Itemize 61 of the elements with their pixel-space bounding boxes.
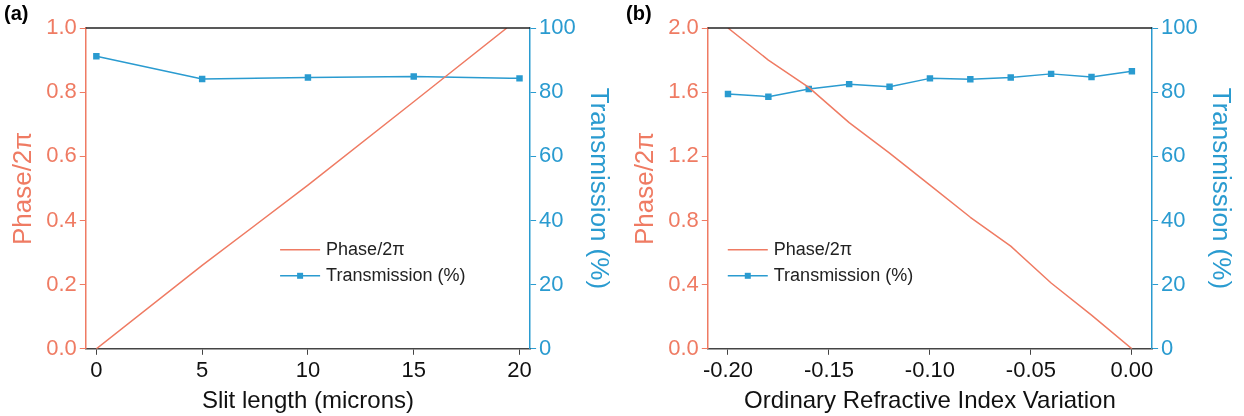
chart-title: (a) [4,2,29,25]
y2-tick-label: 40 [1161,206,1186,232]
point [886,83,893,90]
point [198,75,206,83]
legend-label: Phase/2π [326,238,405,259]
y2-tick-label: 100 [1161,14,1198,40]
point [304,74,312,81]
y2-tick-label: 20 [1161,270,1186,296]
y2-tick-label: 60 [1161,142,1186,168]
y-tick-label: 0.6 [46,142,77,168]
x-axis-title: Slit length (microns) [201,386,414,414]
point [516,75,523,82]
x-tick-label: 15 [401,357,426,383]
x-tick-label: -0.20 [702,357,754,383]
point [93,53,100,60]
chart-title: (b) [626,2,652,25]
point [926,75,934,82]
x-tick-label: 20 [507,357,532,383]
y-tick-label: 1.0 [46,14,77,40]
legend-label: Transmission (%) [326,264,466,285]
y-tick-label: 0.4 [46,206,77,232]
point [1128,68,1136,75]
y2-axis-title: Transmission (%) [1207,87,1238,290]
x-tick-label: 5 [196,357,209,383]
x-tick-label: -0.05 [1005,357,1056,383]
y2-tick-label: 20 [539,270,564,296]
point [1088,73,1095,81]
y-tick-label: 2.0 [668,14,699,40]
x-tick-label: -0.15 [803,357,855,383]
y2-tick-label: 60 [539,142,564,168]
point [410,73,417,80]
point [724,90,732,98]
point [845,80,853,88]
point [1007,74,1014,81]
y-tick-label: 0.8 [46,78,77,104]
point [967,76,974,83]
y-tick-label: 0.8 [668,206,699,232]
y-tick-label: 0.0 [668,334,699,360]
y-axis-title: Phase/2π [6,131,37,246]
point [1047,70,1055,78]
y-tick-label: 1.6 [668,78,699,104]
x-tick-label: 10 [295,357,321,383]
y-tick-label: 0.4 [668,270,699,296]
x-tick-label: -0.10 [904,357,956,383]
y2-tick-label: 0 [539,334,552,360]
y-tick-label: 0.0 [46,334,77,360]
x-axis-title: Ordinary Refractive Index Variation [744,386,1116,414]
y2-tick-label: 40 [539,206,564,232]
x-tick-label: 0.00 [1110,357,1154,383]
y-axis-title: Phase/2π [628,131,659,246]
y2-tick-label: 80 [539,78,564,104]
point [765,93,772,100]
legend-label: Transmission (%) [773,264,914,285]
y2-tick-label: 0 [1161,334,1174,360]
legend-label: Phase/2π [773,238,853,259]
x-tick-label: 0 [90,357,103,383]
y2-axis-title: Transmission (%) [585,87,616,290]
y-tick-label: 1.2 [668,142,699,168]
y-tick-label: 0.2 [46,270,77,296]
y2-tick-label: 80 [1161,78,1186,104]
y2-tick-label: 100 [539,14,576,40]
